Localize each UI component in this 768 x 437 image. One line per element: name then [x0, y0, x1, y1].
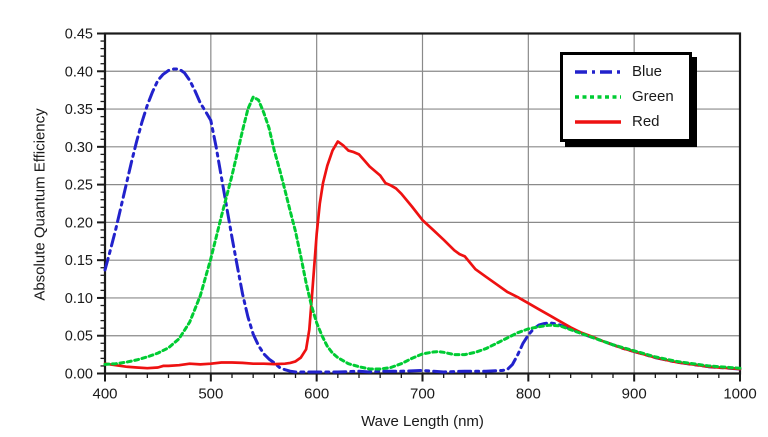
y-tick-label: 0.15: [65, 253, 93, 269]
x-tick-label: 600: [304, 386, 329, 403]
green-line-sample-icon: [575, 95, 621, 99]
y-tick-label: 0.30: [65, 140, 93, 156]
y-tick-label: 0.00: [65, 367, 93, 383]
legend-entry-green: Green: [574, 89, 689, 105]
x-tick-label: 1000: [723, 386, 756, 403]
legend-label-red: Red: [632, 113, 660, 130]
green-curve: [103, 95, 742, 371]
x-axis-title: Wave Length (nm): [361, 413, 484, 430]
y-axis-title: Absolute Quantum Efficiency: [31, 108, 49, 301]
x-tick-label: 700: [410, 386, 435, 403]
x-tick-label: 500: [198, 386, 223, 403]
y-tick-label: 0.10: [65, 291, 93, 307]
legend-label-blue: Blue: [632, 63, 663, 80]
y-tick-label: 0.45: [65, 27, 93, 43]
y-tick-label: 0.25: [65, 178, 93, 194]
blue-line-sample-icon: [575, 70, 621, 74]
x-tick-label: 900: [622, 386, 647, 403]
legend: Blue Green Red: [560, 52, 692, 142]
red-curve: [103, 140, 742, 371]
legend-label-green: Green: [632, 88, 674, 105]
y-tick-label: 0.05: [65, 329, 93, 345]
y-tick-label: 0.35: [65, 102, 93, 118]
red-line-sample-icon: [575, 120, 621, 124]
legend-entry-red: Red: [574, 114, 689, 130]
plot-border: [103, 32, 742, 375]
legend-entry-blue: Blue: [574, 64, 689, 80]
y-tick-label: 0.40: [65, 64, 93, 80]
x-tick-label: 800: [516, 386, 541, 403]
x-tick-label: 400: [92, 386, 117, 403]
y-tick-label: 0.20: [65, 215, 93, 231]
